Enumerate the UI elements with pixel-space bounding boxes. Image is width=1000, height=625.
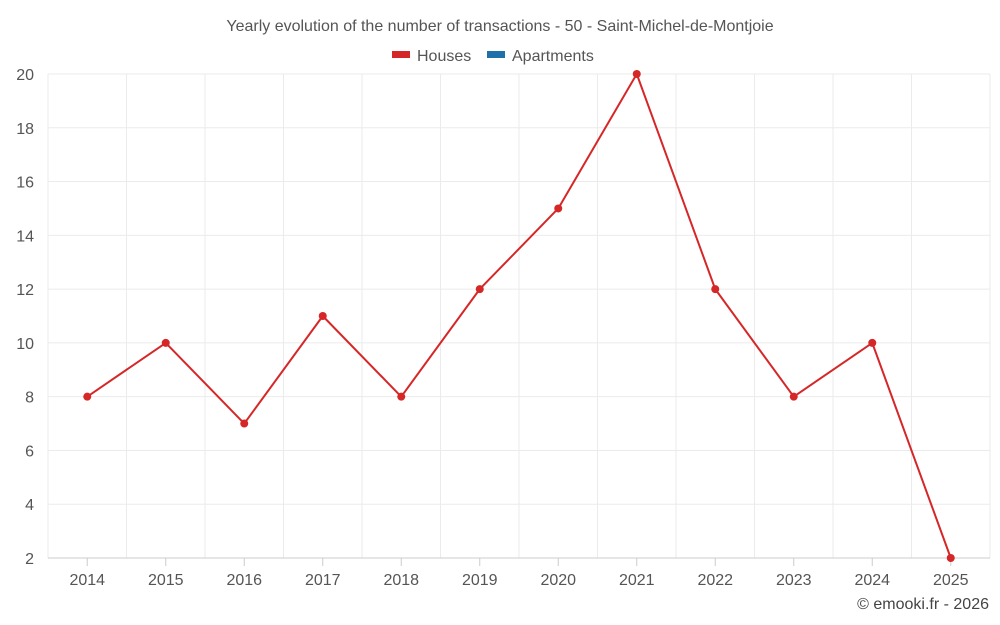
data-point[interactable] xyxy=(554,204,563,213)
data-point[interactable] xyxy=(397,392,406,401)
data-point[interactable] xyxy=(161,338,170,347)
data-point[interactable] xyxy=(318,312,327,320)
x-tick-label: 2022 xyxy=(697,572,733,589)
chart-title: Yearly evolution of the number of transa… xyxy=(226,18,773,35)
x-tick-label: 2017 xyxy=(305,572,341,589)
x-tick-label: 2018 xyxy=(383,572,419,589)
y-tick-label: 8 xyxy=(25,390,34,407)
x-tick-label: 2024 xyxy=(854,572,890,589)
data-point[interactable] xyxy=(83,392,92,401)
y-tick-label: 20 xyxy=(16,67,34,84)
x-tick-label: 2014 xyxy=(69,572,105,589)
x-tick-label: 2025 xyxy=(933,572,969,589)
data-point[interactable] xyxy=(789,392,798,401)
legend-label-houses[interactable]: Houses xyxy=(417,48,471,65)
x-axis-ticks: 2014 2015 2016 2017 2018 2019 2020 2021 2022 2023… xyxy=(69,558,969,589)
data-point[interactable] xyxy=(711,285,720,294)
x-tick-label: 2020 xyxy=(540,572,576,589)
legend: Houses Apartments xyxy=(392,48,594,65)
series-houses xyxy=(83,70,955,562)
data-point[interactable] xyxy=(240,419,249,428)
data-point[interactable] xyxy=(632,70,641,78)
y-tick-label: 12 xyxy=(16,282,34,299)
legend-swatch-apartments xyxy=(487,51,505,58)
y-tick-label: 4 xyxy=(25,497,34,514)
y-tick-label: 14 xyxy=(16,228,34,245)
y-tick-label: 16 xyxy=(16,175,34,192)
x-tick-label: 2015 xyxy=(148,572,184,589)
credit-text: © emooki.fr - 2026 xyxy=(857,596,989,613)
legend-label-apartments[interactable]: Apartments xyxy=(512,48,594,65)
legend-swatch-houses xyxy=(392,51,410,58)
x-tick-label: 2021 xyxy=(619,572,655,589)
grid-lines xyxy=(47,73,991,559)
series-line-houses xyxy=(86,73,952,559)
data-point[interactable] xyxy=(946,554,955,562)
x-tick-label: 2023 xyxy=(776,572,812,589)
y-axis-ticks: 2 4 6 8 10 12 14 16 18 20 xyxy=(16,67,34,568)
data-point[interactable] xyxy=(475,285,484,294)
data-point[interactable] xyxy=(868,338,877,347)
y-tick-label: 18 xyxy=(16,121,34,138)
x-tick-label: 2019 xyxy=(462,572,498,589)
y-tick-label: 10 xyxy=(16,336,34,353)
y-tick-label: 2 xyxy=(25,551,34,568)
x-tick-label: 2016 xyxy=(226,572,262,589)
y-tick-label: 6 xyxy=(25,443,34,460)
